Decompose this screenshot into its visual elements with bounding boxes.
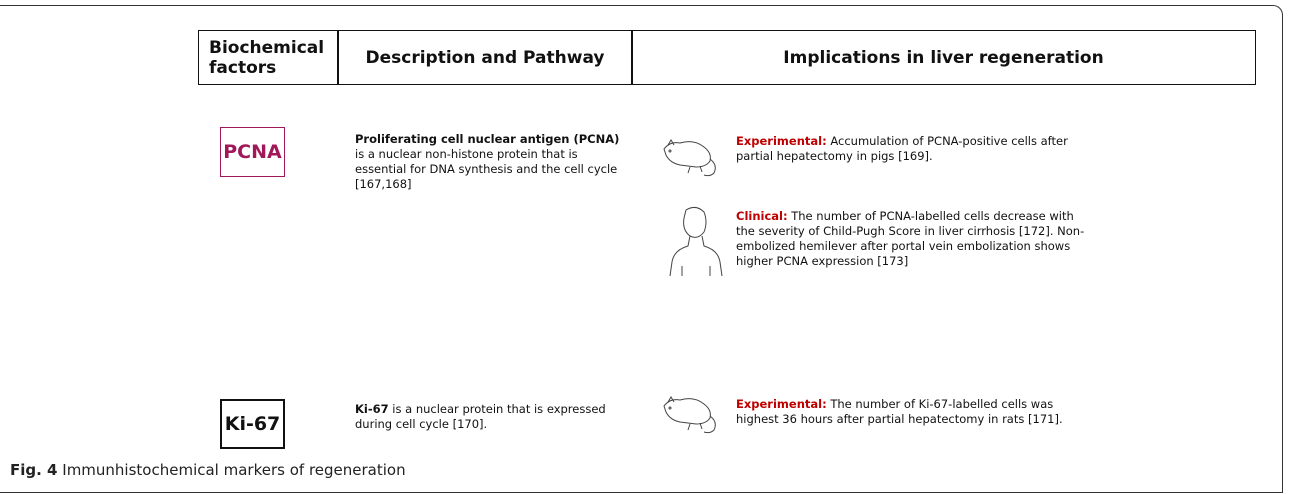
- person-icon: [669, 206, 723, 277]
- description-term: Ki-67: [355, 402, 389, 416]
- description-text: is a nuclear protein that is expressed d…: [355, 402, 606, 431]
- implication-kind: Experimental:: [736, 134, 827, 148]
- description: Ki-67 is a nuclear protein that is expre…: [355, 402, 630, 432]
- rat-icon: [663, 139, 716, 177]
- factor-box: PCNA: [220, 127, 285, 177]
- caption: Fig. 4 Immunhistochemical markers of reg…: [10, 461, 406, 479]
- column-header: Description and Pathway: [337, 30, 633, 85]
- implication-text: The number of Ki-67-labelled cells was h…: [736, 397, 1063, 426]
- implication: Experimental: Accumulation of PCNA-posit…: [736, 134, 1096, 164]
- rat-icon: [663, 396, 716, 434]
- implication-kind: Clinical:: [736, 209, 788, 223]
- description-term: Proliferating cell nuclear antigen (PCNA…: [355, 132, 620, 146]
- column-header: Biochemical factors: [198, 30, 339, 85]
- caption-text: Immunhistochemical markers of regenerati…: [62, 461, 406, 479]
- implication-kind: Experimental:: [736, 397, 827, 411]
- implication: Clinical: The number of PCNA-labelled ce…: [736, 209, 1096, 269]
- caption-label: Fig. 4: [10, 461, 58, 479]
- implication: Experimental: The number of Ki-67-labell…: [736, 397, 1096, 427]
- description-text: is a nuclear non-histone protein that is…: [355, 147, 618, 191]
- figure-frame: [0, 5, 1283, 493]
- implication-text: The number of PCNA-labelled cells decrea…: [736, 209, 1085, 268]
- description: Proliferating cell nuclear antigen (PCNA…: [355, 132, 630, 192]
- column-header: Implications in liver regeneration: [631, 30, 1256, 85]
- implication-text: Accumulation of PCNA-positive cells afte…: [736, 134, 1068, 163]
- factor-box: Ki-67: [220, 399, 285, 449]
